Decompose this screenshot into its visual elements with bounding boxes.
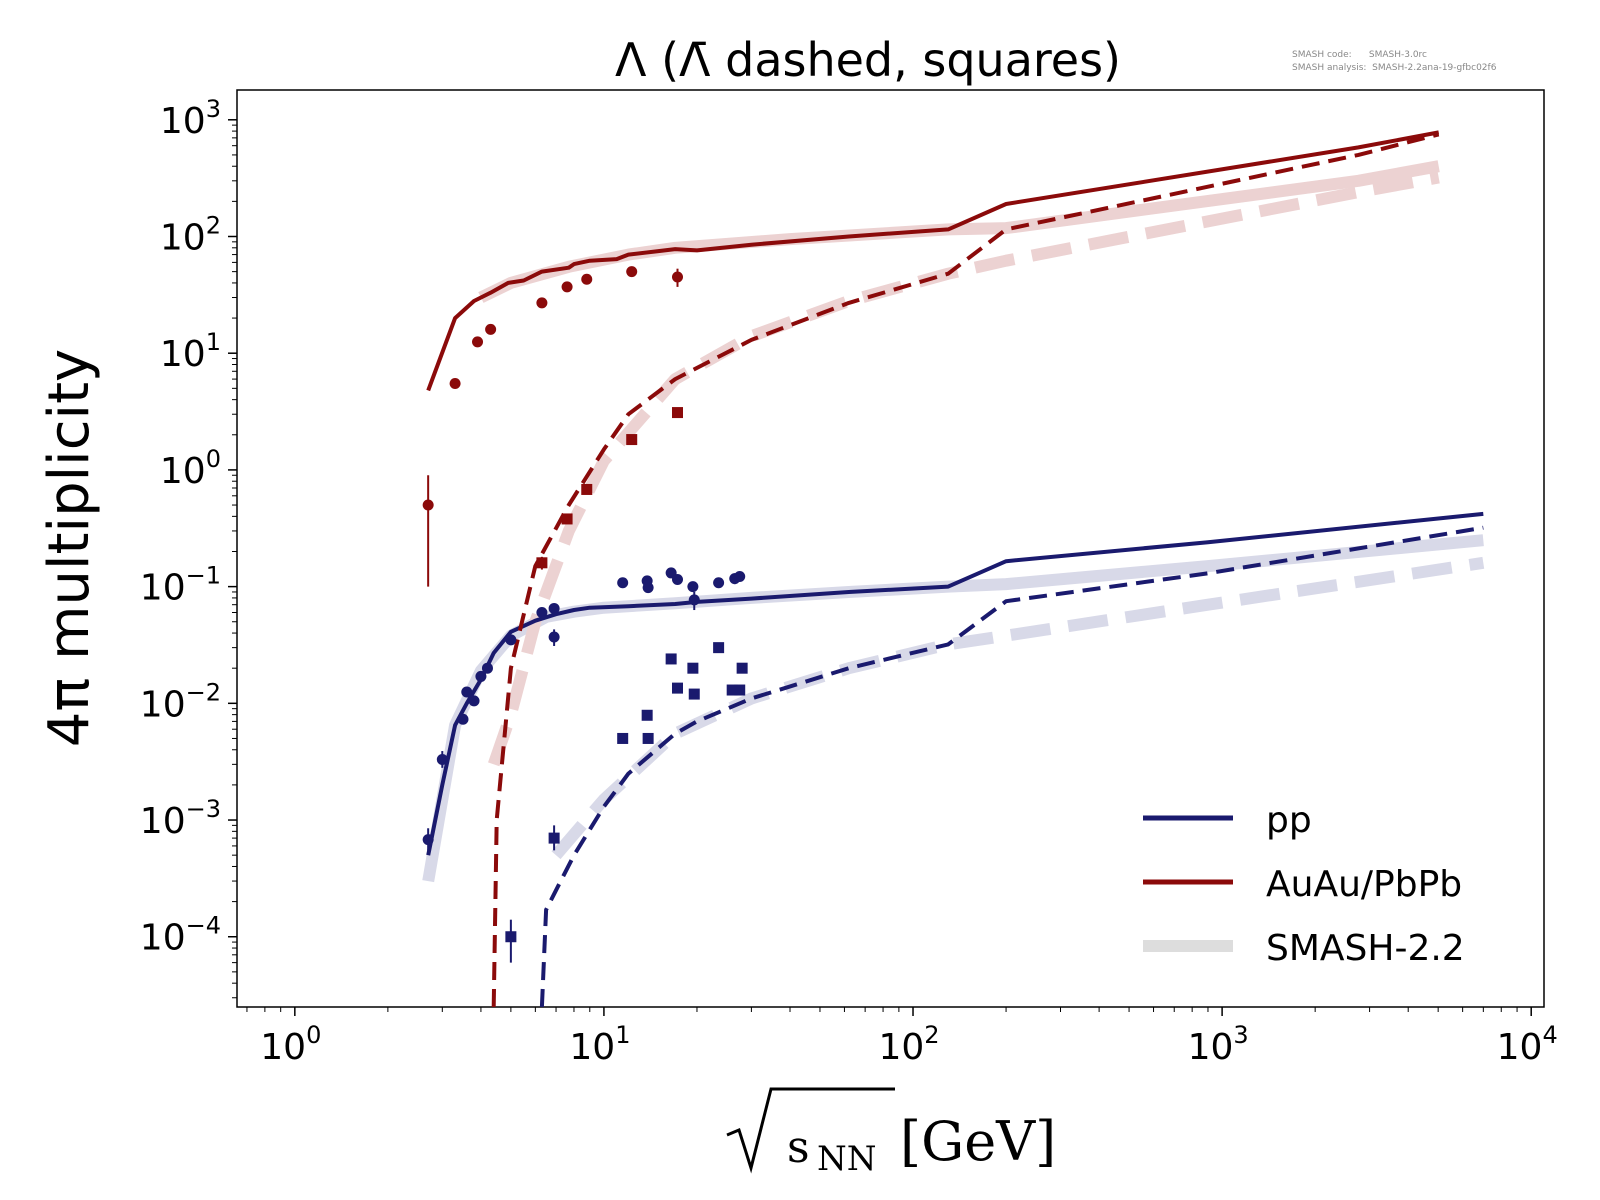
pp-antilambda-data-point xyxy=(642,732,654,744)
auau-lambda-data-point xyxy=(581,273,593,285)
auau-lambda-data-point xyxy=(422,499,434,511)
pp-lambda-data-point xyxy=(642,582,654,594)
pp-antilambda-data-point xyxy=(734,684,746,696)
x-label-s: s xyxy=(787,1122,810,1173)
pp-lambda-data-point xyxy=(687,581,699,593)
pp-lambda-data-point xyxy=(713,577,725,589)
legend-label-smash: SMASH-2.2 xyxy=(1266,928,1465,969)
legend-label-auau: AuAu/PbPb xyxy=(1266,864,1462,905)
pp-antilambda-data-point xyxy=(687,662,699,674)
series-line-pp-antilambda xyxy=(539,525,1484,1007)
data-markers xyxy=(422,266,748,963)
x-tick-label-0: 100 xyxy=(260,1021,321,1068)
y-tick-label-5: 101 xyxy=(160,328,221,375)
x-label-unit: [GeV] xyxy=(900,1110,1056,1173)
auau-antilambda-data-point xyxy=(672,407,684,419)
auau-lambda-data-point xyxy=(672,271,684,283)
series-line-pp-lambda xyxy=(426,511,1484,856)
pp-lambda-data-point xyxy=(548,602,560,614)
pp-antilambda-data-point xyxy=(672,682,684,694)
y-axis-label: 4π multiplicity xyxy=(37,349,102,747)
chart-title: Λ (Λ̄ dashed, squares) xyxy=(615,33,1121,87)
pp-lambda-data-point xyxy=(536,607,548,619)
sqrt-sign xyxy=(726,1087,895,1174)
series-line-ref-auau-antilambda xyxy=(488,171,1440,767)
reference-lines xyxy=(422,160,1485,883)
y-tick-label-3: 10−1 xyxy=(140,562,221,609)
auau-antilambda-data-point xyxy=(561,513,573,525)
axis-ticks: 100 101 102 103 104 10−4 10−3 10−2 10−1 100 101 102… xyxy=(140,95,1558,1068)
series-line-ref-auau-lambda xyxy=(478,160,1440,303)
auau-antilambda-data-point xyxy=(626,434,638,446)
auau-lambda-data-point xyxy=(449,378,461,390)
x-tick-label-4: 104 xyxy=(1497,1021,1558,1068)
pp-lambda-data-point xyxy=(617,577,629,589)
y-tick-label-0: 10−4 xyxy=(140,912,221,959)
pp-antilambda-data-point xyxy=(548,832,560,844)
pp-lambda-data-point xyxy=(505,634,517,646)
auau-lambda-data-point xyxy=(536,297,548,309)
auau-lambda-data-point xyxy=(561,281,573,293)
pp-antilambda-data-point xyxy=(713,642,725,654)
pp-lambda-data-point xyxy=(461,686,473,698)
pp-lambda-data-point xyxy=(436,754,448,766)
pp-antilambda-data-point xyxy=(726,684,738,696)
series-line-auau-lambda xyxy=(426,130,1440,392)
pp-lambda-data-point xyxy=(475,670,487,682)
legend: pp AuAu/PbPb SMASH-2.2 xyxy=(1143,800,1465,969)
y-tick-label-7: 103 xyxy=(160,95,221,142)
y-tick-label-4: 100 xyxy=(160,445,221,492)
auau-lambda-data-point xyxy=(485,323,497,335)
pp-antilambda-data-point xyxy=(688,688,700,700)
pp-lambda-data-point xyxy=(672,574,684,586)
pp-antilambda-data-point xyxy=(641,709,653,721)
pp-antilambda-data-point xyxy=(617,732,629,744)
pp-antilambda-data-point xyxy=(736,662,748,674)
pp-lambda-data-point xyxy=(457,713,469,725)
x-tick-label-3: 103 xyxy=(1188,1021,1249,1068)
series-line-auau-antilambda xyxy=(491,132,1440,1007)
x-axis-label: s NN [GeV] xyxy=(726,1087,1056,1179)
pp-lambda-data-point xyxy=(468,695,480,707)
pp-lambda-data-point xyxy=(688,594,700,606)
x-label-subscript: NN xyxy=(817,1139,877,1179)
auau-antilambda-data-point xyxy=(581,483,593,495)
pp-lambda-data-point xyxy=(734,571,746,583)
pp-lambda-data-point xyxy=(422,834,434,846)
y-tick-label-2: 10−2 xyxy=(140,678,221,725)
auau-lambda-data-point xyxy=(472,336,484,348)
auau-antilambda-data-point xyxy=(536,557,548,569)
annotation-line-1: SMASH code: SMASH-3.0rc xyxy=(1292,50,1427,60)
pp-antilambda-data-point xyxy=(665,653,677,665)
x-tick-label-1: 101 xyxy=(569,1021,630,1068)
y-tick-label-1: 10−3 xyxy=(140,795,221,842)
y-tick-label-6: 102 xyxy=(160,211,221,258)
annotation-line-2: SMASH analysis: SMASH-2.2ana-19-gfbc02f6 xyxy=(1292,63,1497,73)
plot-area xyxy=(236,89,1545,1008)
pp-lambda-data-point xyxy=(548,631,560,643)
pp-antilambda-data-point xyxy=(505,931,517,943)
legend-label-pp: pp xyxy=(1266,800,1312,841)
series-line-ref-pp-antilambda xyxy=(551,556,1485,860)
x-tick-label-2: 102 xyxy=(878,1021,939,1068)
auau-lambda-data-point xyxy=(626,266,638,278)
pp-lambda-data-point xyxy=(481,662,493,674)
